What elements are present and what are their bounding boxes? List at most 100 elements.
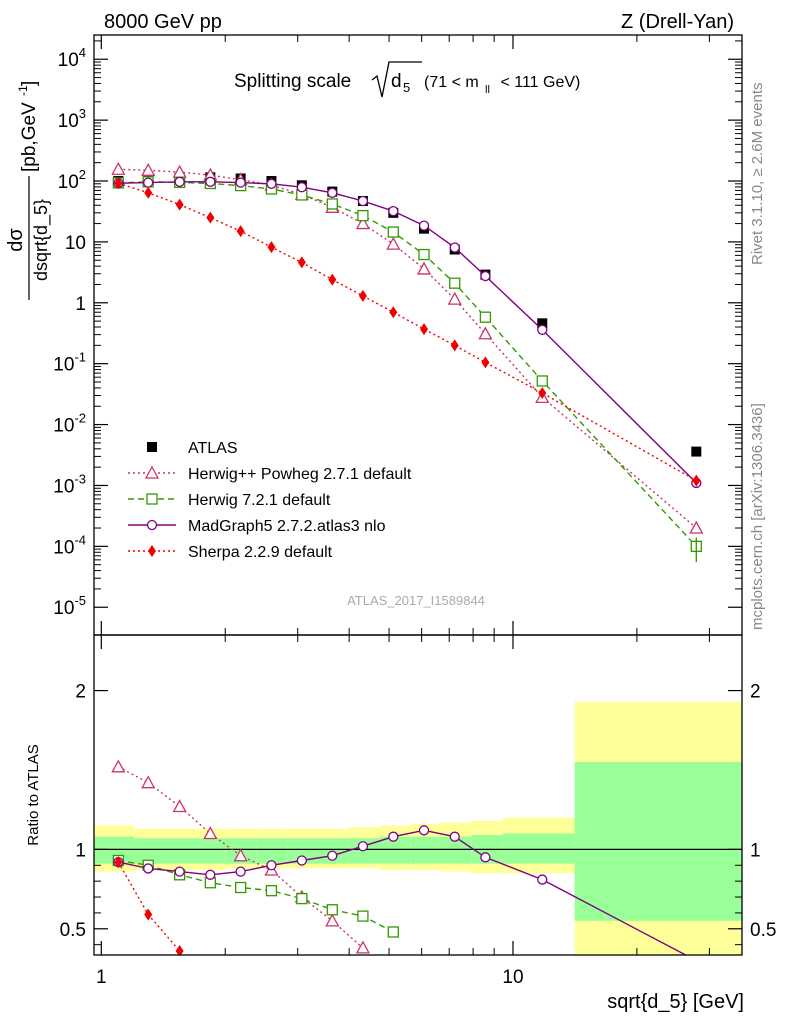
legend-marker xyxy=(144,465,160,479)
series-point xyxy=(266,178,277,189)
title-main: Splitting scale xyxy=(234,71,351,92)
ratio-y-tick-label-right: 1 xyxy=(750,840,761,861)
main-plot-series xyxy=(111,161,704,563)
band-inner-bin xyxy=(256,838,288,864)
series-point xyxy=(480,270,491,282)
ratio-y-tick-label: 0.5 xyxy=(60,920,86,941)
atlas-data-point xyxy=(537,318,548,329)
x-tick-label: 10 xyxy=(502,967,523,988)
series-point xyxy=(174,176,185,187)
series-point xyxy=(450,339,459,352)
y-tick-label: 10-2 xyxy=(53,411,86,437)
series-point xyxy=(418,220,430,231)
band-inner-bin xyxy=(574,762,742,921)
ratio-y-tick-label-right: 0.5 xyxy=(750,920,776,941)
ylabel-unit: [pb,GeV xyxy=(19,102,40,172)
plot-title: Splitting scale d 5 (71 < m ll < 111 GeV… xyxy=(234,61,580,98)
ratio-series-point xyxy=(205,869,216,880)
ratio-series-line xyxy=(118,859,394,933)
series-point xyxy=(689,520,704,534)
series-point xyxy=(141,162,156,176)
series-point xyxy=(111,161,126,175)
series-point xyxy=(416,261,432,275)
ratio-series-point xyxy=(387,926,399,938)
series-point xyxy=(172,164,187,178)
y-tick-label: 102 xyxy=(58,167,86,193)
ratio-series-point xyxy=(296,892,308,905)
series-point xyxy=(386,236,401,250)
series-point xyxy=(143,177,154,188)
ratio-plot-series xyxy=(111,759,688,955)
x-tick-label: 1 xyxy=(96,967,107,988)
series-line xyxy=(118,181,697,547)
series-point xyxy=(537,324,548,335)
y-tick-label: 104 xyxy=(58,45,86,71)
legend-marker xyxy=(146,519,158,531)
ratio-series-point xyxy=(480,852,491,863)
ylabel-unit-exponent: -1 xyxy=(16,85,30,96)
ratio-series-point xyxy=(114,856,123,869)
ratio-ylabel: Ratio to ATLAS xyxy=(25,744,42,845)
series-point xyxy=(357,209,369,222)
series-point xyxy=(236,225,245,238)
ylabel-unit-close: ] xyxy=(19,81,40,86)
title-variable: d xyxy=(391,71,402,92)
series-point xyxy=(235,177,246,188)
main-ylabel: dσ dsqrt{d_5} [pb,GeV -1 ] xyxy=(5,81,52,300)
ratio-series-point xyxy=(265,885,278,897)
ratio-series-point xyxy=(233,848,248,862)
y-tick-label: 10-1 xyxy=(53,350,86,376)
ratio-series-point xyxy=(357,841,369,852)
series-point xyxy=(326,198,338,210)
ratio-series-point xyxy=(355,940,371,954)
ratio-series-point xyxy=(234,881,247,894)
series-point xyxy=(479,311,492,323)
ratio-series-point xyxy=(144,908,153,921)
ratio-series-point xyxy=(296,855,307,866)
ylabel-denominator: dsqrt{d_5} xyxy=(31,199,52,281)
ratio-series-point xyxy=(203,826,218,840)
header-energy: 8000 GeV pp xyxy=(104,11,222,33)
series-point xyxy=(388,205,399,217)
ratio-series-point xyxy=(143,863,154,874)
ratio-series-point xyxy=(111,759,126,773)
series-point xyxy=(327,187,338,198)
ratio-series-point xyxy=(418,825,430,836)
ratio-series-point xyxy=(326,904,338,916)
series-point xyxy=(536,375,548,387)
y-tick-label: 10-5 xyxy=(53,593,86,619)
series-point xyxy=(692,474,701,487)
ratio-series-point xyxy=(449,831,460,842)
series-point xyxy=(206,211,215,224)
band-inner-bin xyxy=(195,838,226,864)
legend-marker xyxy=(148,545,156,557)
legend-label: Sherpa 2.2.9 default xyxy=(188,544,333,561)
title-range-sub: ll xyxy=(485,84,490,96)
rivet-version-label: Rivet 3.1.10, ≥ 2.6M events xyxy=(749,83,766,266)
series-point xyxy=(387,226,399,238)
ratio-y-tick-label-right: 2 xyxy=(750,682,761,703)
ratio-y-tick-label: 2 xyxy=(75,682,86,703)
series-point xyxy=(205,176,216,187)
series-point xyxy=(358,289,367,302)
series-point xyxy=(114,177,123,190)
title-variable-sub: 5 xyxy=(403,80,410,95)
series-point xyxy=(449,277,461,289)
series-line xyxy=(118,182,697,482)
series-point xyxy=(420,323,429,336)
legend-label: Herwig 7.2.1 default xyxy=(188,492,331,509)
ratio-clipped-group xyxy=(111,759,688,955)
y-tick-label: 10 xyxy=(65,233,86,254)
band-inner-bin xyxy=(502,833,575,864)
series-point xyxy=(175,198,184,211)
main-clipped-group xyxy=(111,161,704,563)
legend-label: Herwig++ Powheg 2.7.1 default xyxy=(188,466,412,483)
analysis-watermark: ATLAS_2017_I1589844 xyxy=(347,593,485,608)
y-tick-label: 1 xyxy=(75,294,86,315)
series-point xyxy=(389,306,398,319)
ratio-series-point xyxy=(174,866,185,877)
band-inner-bin xyxy=(133,838,164,864)
series-point xyxy=(538,386,547,399)
atlas-data-point xyxy=(691,446,702,457)
